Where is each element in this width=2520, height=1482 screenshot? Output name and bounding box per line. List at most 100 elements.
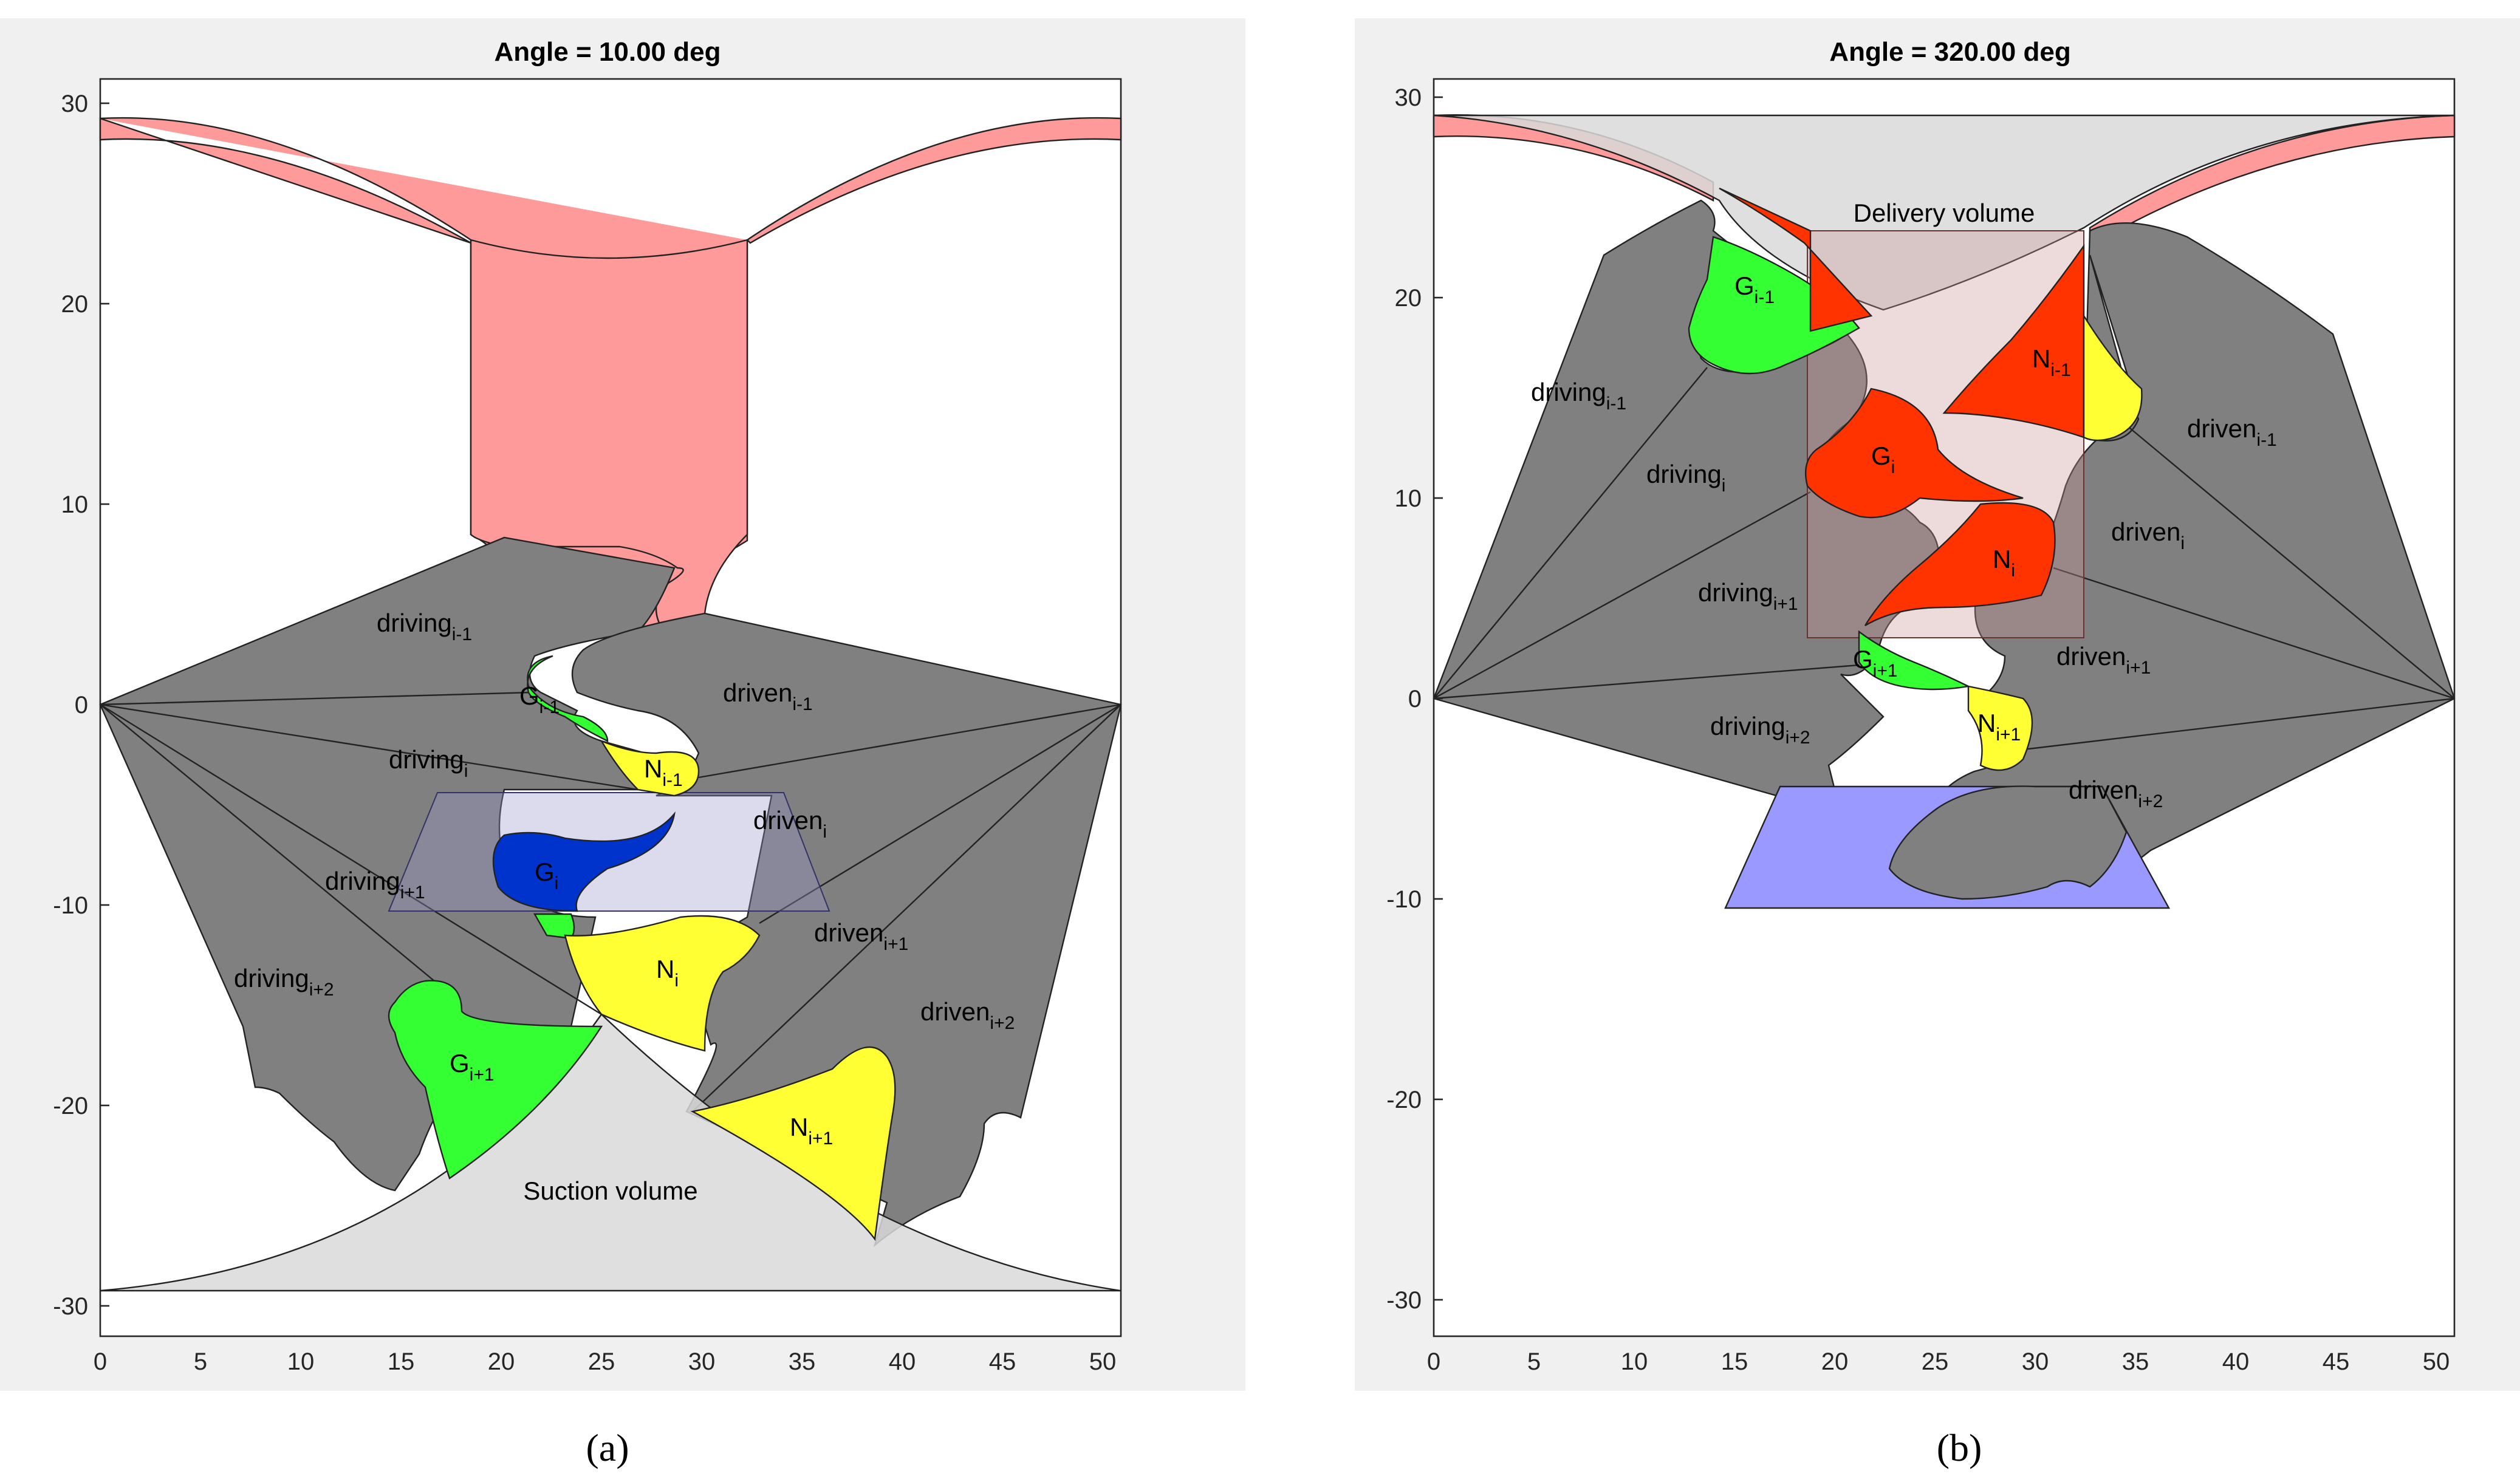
x-tick-label: 10 (287, 1348, 315, 1375)
x-tick-label: 15 (388, 1348, 415, 1375)
label-driving-i+2: drivingi+2 (1710, 712, 1810, 748)
x-tick-label: 10 (1621, 1348, 1648, 1375)
spoke (698, 703, 1121, 779)
label-driving-i+2: drivingi+2 (234, 964, 334, 1000)
panel-a-y-axis: 30 20 10 0 -10 -20 -30 (53, 90, 109, 1320)
spoke (692, 704, 1121, 1112)
y-tick-label: 20 (1395, 285, 1422, 312)
label-driven-i: driveni (753, 806, 827, 842)
panel-a-tooth-n-i-1 (600, 739, 700, 797)
y-tick-label: -10 (1386, 886, 1422, 913)
spoke (1433, 664, 1860, 700)
panel-b-spokes (1433, 367, 2455, 754)
panel-a-tooth-g-i+1 (388, 980, 603, 1180)
panel-a-tooth-n-i+1 (690, 1046, 896, 1241)
y-tick-label: 10 (1395, 485, 1422, 512)
panel-b: Angle = 320.00 deg (1355, 18, 2520, 1469)
panel-a-title: Angle = 10.00 deg (495, 37, 721, 67)
y-tick-label: 10 (61, 491, 89, 518)
spoke (100, 703, 639, 791)
y-tick-label: 20 (61, 291, 89, 318)
x-tick-label: 25 (588, 1348, 615, 1375)
x-tick-label: 0 (1427, 1348, 1440, 1375)
label-n-i+1: Ni+1 (1977, 709, 2021, 745)
label-n-i+1: Ni+1 (790, 1113, 833, 1149)
label-driving-i+1: drivingi+1 (1698, 578, 1798, 614)
spoke (2126, 425, 2455, 699)
panel-b-x-axis: 0 5 10 15 20 25 30 35 40 45 50 (1427, 1348, 2450, 1375)
label-driving-i: drivingi (1646, 460, 1725, 496)
label-driven-i+1: driveni+1 (814, 918, 908, 954)
spoke (100, 704, 453, 997)
label-driving-i-1: drivingi-1 (377, 609, 472, 644)
y-tick-label: 30 (1395, 84, 1422, 111)
panel-a-caption: (a) (586, 1426, 629, 1469)
x-tick-label: 20 (1821, 1348, 1849, 1375)
y-tick-label: 0 (1408, 686, 1422, 712)
label-delivery-volume: Delivery volume (1854, 199, 2035, 227)
panel-b-title: Angle = 320.00 deg (1829, 37, 2070, 67)
panel-b-tooth-g-i-1-overlap (1719, 187, 1873, 332)
panel-b-tooth-n-i-1 (1942, 244, 2085, 439)
label-g-i-1: Gi-1 (1734, 271, 1775, 307)
label-n-i-1: Ni-1 (644, 754, 683, 790)
label-g-i+1: Gi+1 (1853, 645, 1898, 681)
spoke (2053, 567, 2455, 700)
panel-b-diagram (1433, 114, 2456, 909)
panel-a-tooth-g-i (492, 811, 676, 912)
label-g-i: Gi (535, 858, 558, 893)
label-n-i-1: Ni-1 (2032, 344, 2071, 380)
panel-a: Angle = 10.00 deg (0, 18, 1245, 1469)
panel-a-tooth-n-i (564, 915, 761, 1052)
panel-b-y-axis: 30 20 10 0 -10 -20 -30 (1386, 84, 1443, 1314)
spoke (1433, 491, 1811, 700)
x-tick-label: 30 (688, 1348, 716, 1375)
panel-b-tooth-g-i (1805, 388, 2024, 519)
panel-b-delivery-volume (1433, 114, 2455, 311)
label-n-i: Ni (1993, 545, 2015, 581)
panel-b-tooth-n-i-1-tip (2083, 313, 2143, 442)
x-tick-label: 45 (2323, 1348, 2350, 1375)
y-tick-label: 0 (75, 692, 88, 719)
spoke (100, 691, 532, 706)
label-g-i: Gi (1871, 442, 1895, 477)
x-tick-label: 45 (989, 1348, 1016, 1375)
y-tick-label: -30 (1386, 1287, 1422, 1314)
panel-b-tooth-n-i+1 (1967, 685, 2033, 771)
label-n-i: Ni (656, 955, 679, 991)
y-tick-label: -20 (53, 1093, 88, 1119)
x-tick-label: 30 (2022, 1348, 2049, 1375)
panel-a-tooth-g-i-1 (527, 655, 609, 742)
x-tick-label: 0 (94, 1348, 107, 1375)
label-driving-i-1: drivingi-1 (1531, 378, 1626, 414)
x-tick-label: 25 (1922, 1348, 1949, 1375)
panel-a-labels: drivingi-1 drivingi drivingi+1 drivingi+… (234, 609, 1015, 1205)
panel-b-casing-right (2089, 114, 2456, 248)
panel-a-driven-gear (571, 612, 1122, 1248)
spoke (100, 703, 602, 1016)
label-driven-i+2: driveni+2 (2069, 776, 2163, 811)
x-tick-label: 35 (2122, 1348, 2149, 1375)
panel-b-tooth-g-i-1 (1688, 236, 1860, 375)
y-tick-label: -20 (1386, 1087, 1422, 1113)
label-driving-i: drivingi (389, 745, 468, 781)
spoke (1992, 697, 2455, 754)
panel-b-caption: (b) (1937, 1426, 1982, 1469)
panel-a-spokes (100, 691, 1121, 1112)
x-tick-label: 5 (194, 1348, 207, 1375)
label-driven-i: driveni (2111, 517, 2185, 553)
x-tick-label: 50 (1089, 1348, 1117, 1375)
x-tick-label: 20 (488, 1348, 515, 1375)
panel-b-tooth-n-i (1864, 502, 2056, 627)
label-driven-i+2: driveni+2 (920, 997, 1015, 1033)
x-tick-label: 40 (889, 1348, 916, 1375)
spoke (1433, 367, 1708, 699)
x-tick-label: 50 (2423, 1348, 2450, 1375)
y-tick-label: -30 (53, 1293, 88, 1320)
panel-a-diagram (99, 117, 1122, 1292)
x-tick-label: 5 (1527, 1348, 1541, 1375)
label-g-i-1: Gi-1 (519, 681, 560, 717)
panel-b-labels: Delivery volume drivingi-1 drivingi driv… (1531, 199, 2277, 811)
x-tick-label: 40 (2222, 1348, 2250, 1375)
